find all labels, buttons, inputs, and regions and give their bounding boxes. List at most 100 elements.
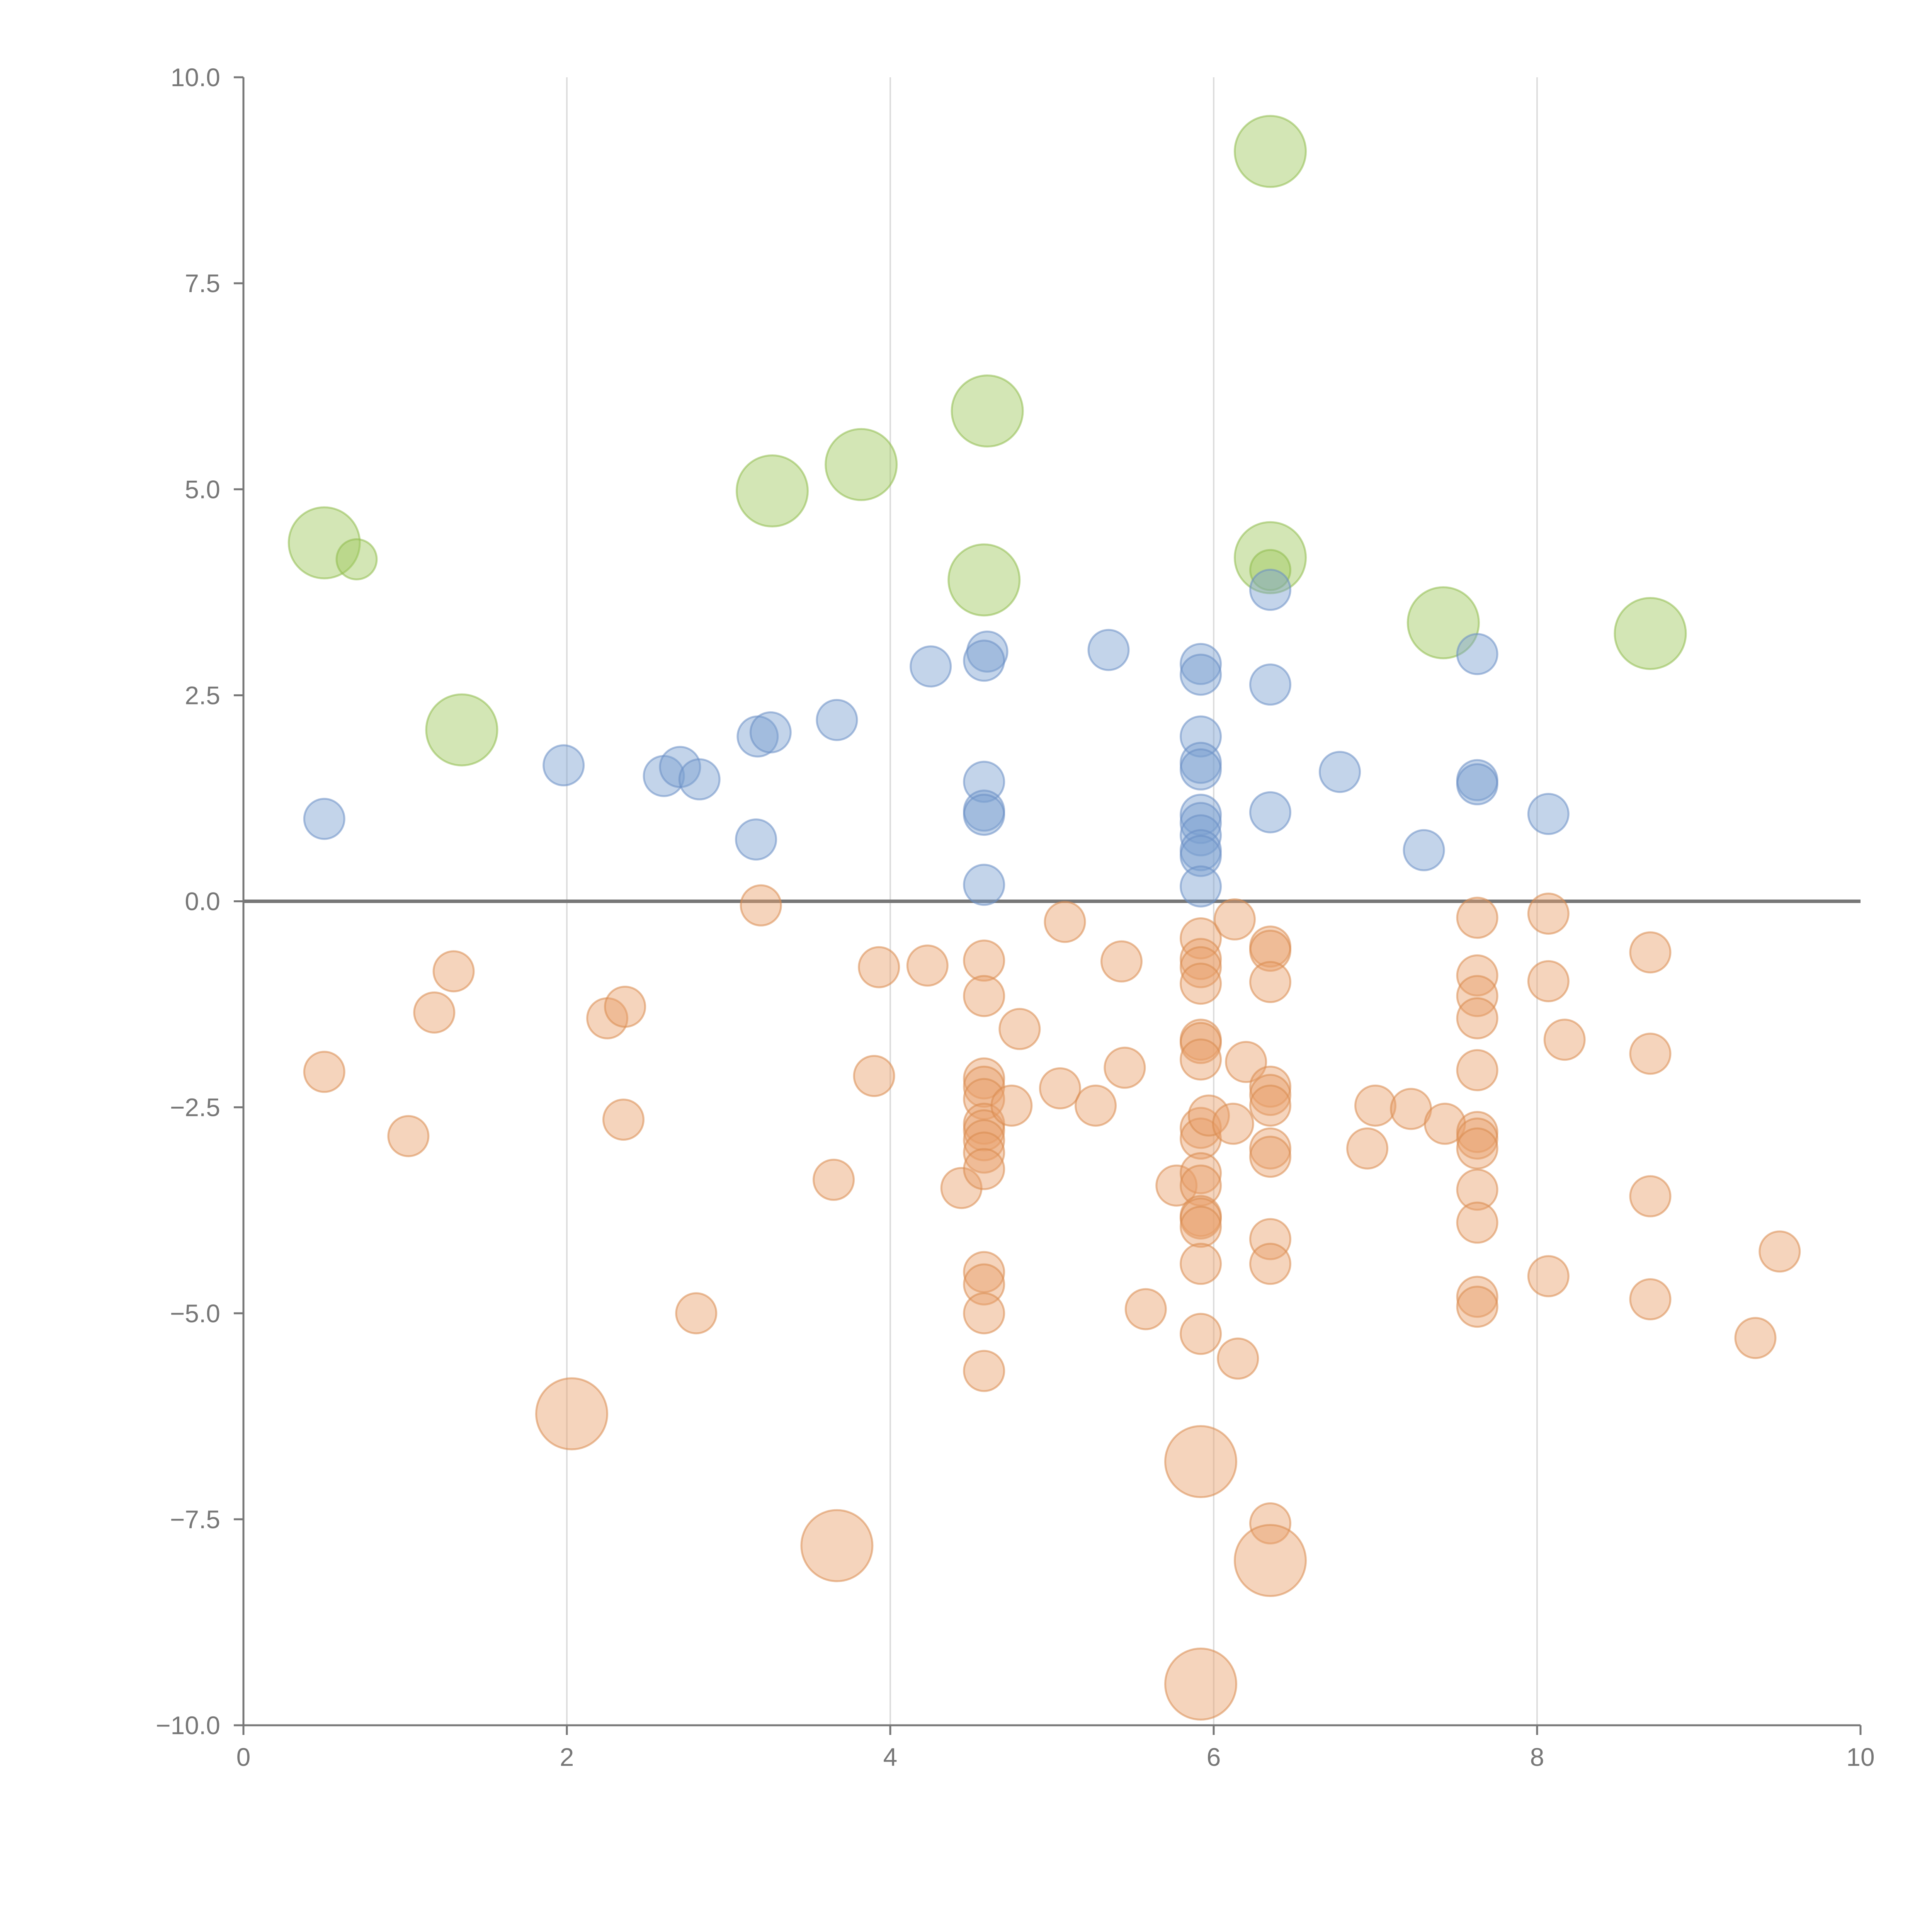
point-orange bbox=[1217, 1337, 1259, 1380]
y-tick-label: 0.0 bbox=[185, 887, 220, 916]
point-blue bbox=[1180, 643, 1222, 685]
x-tick-label: 4 bbox=[883, 1743, 898, 1771]
point-orange bbox=[413, 991, 456, 1034]
point-orange bbox=[1180, 1313, 1222, 1355]
point-orange bbox=[1456, 1127, 1498, 1170]
point-blue bbox=[1456, 763, 1498, 806]
point-green bbox=[1406, 586, 1480, 660]
point-orange bbox=[602, 1099, 645, 1141]
point-orange bbox=[963, 1148, 1005, 1190]
point-orange bbox=[963, 939, 1005, 982]
point-green bbox=[735, 454, 809, 528]
point-orange bbox=[813, 1158, 855, 1201]
point-green bbox=[287, 506, 361, 580]
axes bbox=[234, 76, 1862, 1735]
point-orange bbox=[1164, 1425, 1238, 1498]
point-orange bbox=[1155, 1164, 1198, 1207]
point-orange bbox=[963, 1119, 1005, 1162]
point-orange bbox=[800, 1509, 874, 1582]
y-tick-label: 5.0 bbox=[185, 475, 220, 503]
point-orange bbox=[1180, 1022, 1222, 1064]
point-blue bbox=[1249, 791, 1291, 833]
point-orange bbox=[1124, 1288, 1167, 1330]
point-blue bbox=[1249, 568, 1291, 611]
point-blue bbox=[1318, 751, 1361, 793]
point-blue bbox=[1249, 663, 1291, 706]
point-orange bbox=[1249, 1243, 1291, 1285]
point-blue bbox=[963, 760, 1005, 803]
point-orange bbox=[1456, 1286, 1498, 1328]
point-orange bbox=[998, 1008, 1041, 1050]
point-orange bbox=[940, 1167, 983, 1209]
point-orange bbox=[1456, 1117, 1498, 1160]
point-orange bbox=[1456, 1168, 1498, 1211]
point-green bbox=[1614, 597, 1687, 670]
point-orange bbox=[1527, 892, 1570, 935]
point-orange bbox=[1629, 1278, 1672, 1320]
point-orange bbox=[853, 1055, 895, 1097]
point-orange bbox=[858, 946, 900, 988]
point-blue bbox=[543, 744, 585, 787]
point-orange bbox=[963, 1078, 1005, 1120]
point-orange bbox=[1074, 1084, 1117, 1127]
point-orange bbox=[1180, 1164, 1222, 1207]
point-orange bbox=[963, 1109, 1005, 1151]
point-orange bbox=[1104, 1046, 1146, 1089]
point-green bbox=[1233, 115, 1307, 188]
point-blue bbox=[1180, 715, 1222, 758]
point-orange bbox=[432, 950, 475, 993]
point-orange bbox=[1039, 1067, 1081, 1110]
point-green bbox=[425, 693, 498, 767]
point-orange bbox=[1527, 1255, 1570, 1298]
point-orange bbox=[1456, 975, 1498, 1017]
point-orange bbox=[1212, 1102, 1254, 1145]
y-tick-label: −7.5 bbox=[170, 1505, 220, 1534]
point-orange bbox=[1249, 1084, 1291, 1127]
point-blue bbox=[735, 818, 777, 861]
point-orange bbox=[1629, 1032, 1672, 1075]
y-tick-label: −10.0 bbox=[156, 1711, 220, 1740]
point-orange bbox=[675, 1292, 718, 1335]
point-blue bbox=[963, 794, 1005, 836]
x-tick-label: 8 bbox=[1530, 1743, 1544, 1771]
point-orange bbox=[1187, 1094, 1230, 1137]
point-green bbox=[1233, 521, 1307, 594]
point-orange bbox=[1180, 1038, 1222, 1081]
tick-labels: 0 2 4 6 8 10 10.0 7.5 5.0 2.5 0.0 −2.5 −5.0 −7.5 −10.0 bbox=[156, 63, 1875, 1771]
point-orange bbox=[963, 1292, 1005, 1335]
point-blue bbox=[1527, 793, 1570, 835]
y-tick-label: 10.0 bbox=[171, 63, 220, 92]
x-tick-label: 10 bbox=[1846, 1743, 1874, 1771]
point-orange bbox=[1180, 1206, 1222, 1248]
point-orange bbox=[1100, 940, 1143, 983]
point-green bbox=[825, 428, 898, 501]
point-orange bbox=[1180, 1243, 1222, 1285]
point-orange bbox=[1233, 1524, 1307, 1597]
point-orange bbox=[1456, 1276, 1498, 1318]
point-orange bbox=[1164, 1647, 1238, 1721]
point-orange bbox=[1249, 1502, 1291, 1545]
point-orange bbox=[1456, 1201, 1498, 1244]
point-blue bbox=[303, 798, 345, 840]
point-orange bbox=[604, 985, 646, 1028]
point-orange bbox=[1249, 961, 1291, 1003]
point-blue bbox=[816, 699, 858, 741]
point-orange bbox=[1249, 929, 1291, 972]
point-orange bbox=[1249, 1136, 1291, 1178]
point-orange bbox=[990, 1084, 1033, 1127]
point-orange bbox=[1180, 946, 1222, 988]
x-tick-label: 2 bbox=[560, 1743, 574, 1771]
point-orange bbox=[906, 944, 949, 987]
point-orange bbox=[1456, 997, 1498, 1039]
point-orange bbox=[1044, 901, 1086, 943]
point-orange bbox=[1354, 1084, 1396, 1127]
point-orange bbox=[1180, 1152, 1222, 1194]
point-blue bbox=[963, 864, 1005, 906]
point-green bbox=[951, 374, 1024, 448]
point-orange bbox=[1456, 1049, 1498, 1092]
point-orange bbox=[1249, 1218, 1291, 1260]
point-orange bbox=[387, 1115, 430, 1157]
point-blue bbox=[1180, 653, 1222, 696]
point-orange bbox=[963, 975, 1005, 1017]
